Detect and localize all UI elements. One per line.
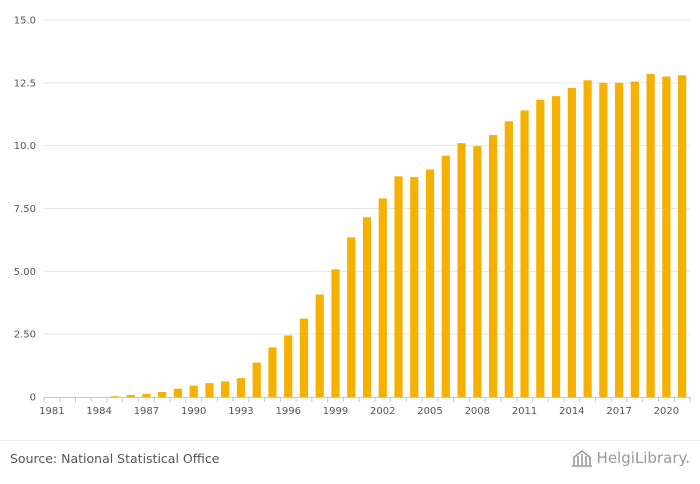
bar xyxy=(299,318,309,397)
bar xyxy=(504,121,513,398)
bar xyxy=(362,217,372,397)
y-tick-label: 0 xyxy=(30,393,36,404)
x-tick-label: 1993 xyxy=(228,406,253,417)
x-tick-label: 2005 xyxy=(417,406,442,417)
bar xyxy=(615,82,624,397)
x-tick-label: 2017 xyxy=(606,406,631,417)
bar xyxy=(173,388,183,397)
bar xyxy=(221,381,230,397)
bar xyxy=(583,80,592,397)
bar xyxy=(441,155,450,397)
bar xyxy=(646,74,655,397)
y-tick-label: 5.00 xyxy=(14,267,36,278)
bar xyxy=(110,396,119,397)
bar xyxy=(158,391,167,397)
bar xyxy=(268,347,277,397)
bar xyxy=(252,362,261,397)
y-tick-label: 10.0 xyxy=(14,141,36,152)
x-tick-label: 2011 xyxy=(512,406,537,417)
x-tick-label: 1981 xyxy=(39,406,64,417)
bar xyxy=(536,99,545,397)
bar-series xyxy=(110,74,687,398)
x-tick-label: 2020 xyxy=(654,406,679,417)
bar xyxy=(347,237,356,397)
x-tick-label: 1996 xyxy=(275,406,300,417)
bar xyxy=(331,269,340,397)
bar xyxy=(425,169,435,397)
bar xyxy=(142,393,151,397)
bar xyxy=(189,385,198,397)
bar xyxy=(567,87,576,398)
y-tick-label: 7.50 xyxy=(14,204,36,215)
y-tick-label: 2.50 xyxy=(14,330,36,341)
chart-footer: Source: National Statistical Office Helg… xyxy=(0,440,700,484)
x-tick-label: 2014 xyxy=(559,406,584,417)
brand-name: HelgiLibrary. xyxy=(596,449,690,467)
bar xyxy=(551,96,561,398)
bar xyxy=(473,146,482,397)
bar xyxy=(520,110,529,397)
bar-chart: 0 2.50 5.00 7.50 10.0 12.5 15.0 1981 1984 1987 199… xyxy=(14,16,691,417)
axes: 0 2.50 5.00 7.50 10.0 12.5 15.0 1981 1984 1987 199… xyxy=(14,16,691,417)
y-tick-label: 12.5 xyxy=(14,78,36,89)
helgi-library-logo[interactable]: HelgiLibrary. xyxy=(571,449,690,467)
bar xyxy=(410,177,419,397)
x-tick-label: 1990 xyxy=(181,406,206,417)
x-tick-label: 2002 xyxy=(370,406,395,417)
bar xyxy=(599,82,608,397)
bar xyxy=(205,383,214,397)
bar xyxy=(630,81,639,398)
bar xyxy=(678,75,687,397)
bar xyxy=(488,135,498,398)
x-tick-label: 1987 xyxy=(134,406,159,417)
x-tick-label: 2008 xyxy=(465,406,490,417)
bar xyxy=(394,176,403,397)
bar xyxy=(126,394,135,397)
x-tick-label: 1984 xyxy=(86,406,111,417)
bar xyxy=(315,294,324,397)
bar xyxy=(378,198,387,397)
x-tick-label: 1999 xyxy=(323,406,348,417)
gridlines xyxy=(44,19,690,335)
bar xyxy=(457,143,466,397)
y-tick-label: 15.0 xyxy=(14,16,36,27)
bar xyxy=(662,76,671,398)
bar xyxy=(284,335,293,397)
source-note: Source: National Statistical Office xyxy=(10,451,220,466)
bar xyxy=(236,378,246,397)
library-building-icon xyxy=(571,449,593,467)
